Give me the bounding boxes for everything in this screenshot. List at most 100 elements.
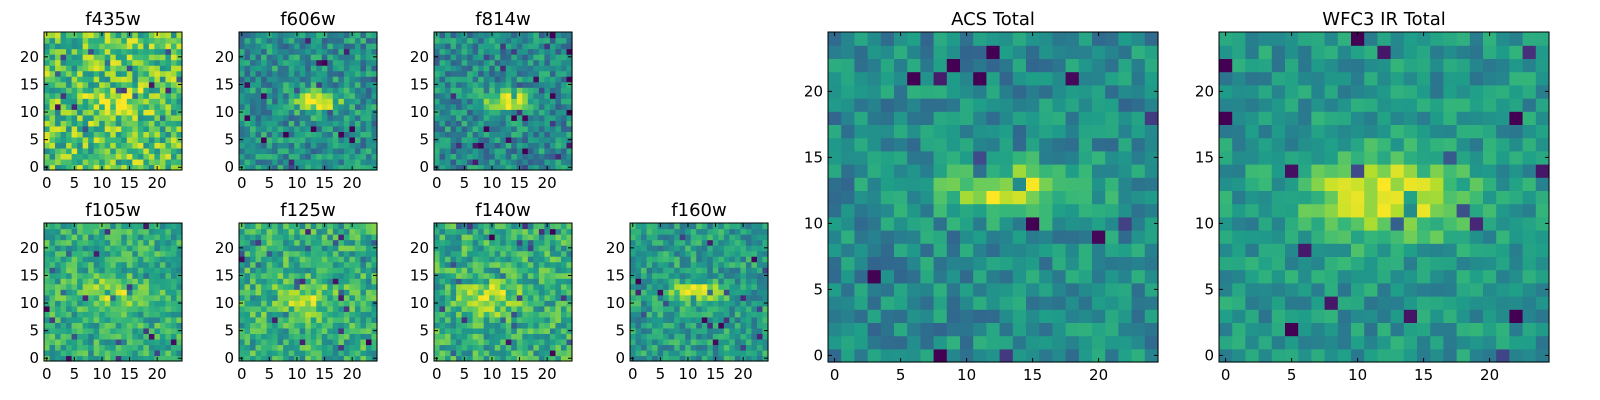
heatmap-cell xyxy=(544,256,551,263)
heatmap-cell xyxy=(82,81,89,88)
heatmap-cell xyxy=(718,267,725,274)
heatmap-cell xyxy=(255,256,262,263)
heatmap-cell xyxy=(360,228,367,235)
heatmap-cell xyxy=(549,272,557,279)
heatmap-cell xyxy=(255,109,262,116)
heatmap-cell xyxy=(894,256,908,271)
heatmap-cell xyxy=(555,109,562,116)
heatmap-cell xyxy=(82,54,89,61)
heatmap-cell xyxy=(272,228,279,235)
heatmap-cell xyxy=(1144,230,1159,244)
heatmap-cell xyxy=(60,76,67,83)
heatmap-cell xyxy=(461,87,468,94)
heatmap-cell xyxy=(283,234,290,241)
heatmap-cell xyxy=(544,37,551,44)
heatmap-cell xyxy=(467,261,474,268)
heatmap-cell xyxy=(505,70,512,77)
heatmap-cell xyxy=(641,250,648,257)
heatmap-cell xyxy=(148,289,155,296)
heatmap-cell xyxy=(343,98,350,105)
heatmap-cell xyxy=(126,120,133,127)
heatmap-cell xyxy=(663,289,670,296)
heatmap-cell xyxy=(250,261,257,268)
heatmap-cell xyxy=(933,203,948,218)
heatmap-cell xyxy=(338,147,345,155)
heatmap-cell xyxy=(143,120,150,127)
heatmap-cell xyxy=(49,338,56,346)
heatmap-cell xyxy=(126,267,133,274)
heatmap-cell xyxy=(1026,322,1040,337)
heatmap-cell xyxy=(99,65,106,72)
heatmap-cell xyxy=(450,131,457,138)
heatmap-cell xyxy=(159,109,167,116)
heatmap-cell xyxy=(489,147,496,155)
heatmap-cell xyxy=(450,32,457,39)
heatmap-cell xyxy=(154,43,161,50)
heatmap-cell xyxy=(272,48,279,55)
heatmap-cell xyxy=(365,103,373,110)
heatmap-cell xyxy=(343,250,350,257)
heatmap-cell xyxy=(646,256,653,263)
heatmap-cell xyxy=(77,114,84,121)
heatmap-cell xyxy=(456,59,463,66)
heatmap-cell xyxy=(310,223,317,230)
heatmap-cell xyxy=(560,261,568,268)
heatmap-cell xyxy=(467,81,474,88)
heatmap-cell xyxy=(516,114,523,121)
heatmap-cell xyxy=(121,294,128,301)
heatmap-cell xyxy=(305,228,312,235)
heatmap-cell xyxy=(49,37,56,44)
heatmap-cell xyxy=(445,147,452,155)
heatmap-cell xyxy=(82,344,89,351)
heatmap-cell xyxy=(630,311,637,318)
heatmap-cell xyxy=(707,338,714,346)
heatmap-cell xyxy=(338,125,345,132)
heatmap-cell xyxy=(148,338,155,346)
heatmap-cell xyxy=(66,131,73,138)
heatmap-cell xyxy=(60,322,67,329)
heatmap-cell xyxy=(701,333,708,340)
heatmap-cell xyxy=(272,355,279,362)
x-tick-label: 20 xyxy=(148,365,167,383)
heatmap-cell xyxy=(751,245,758,252)
heatmap-cell xyxy=(841,309,855,323)
heatmap-cell xyxy=(907,309,921,323)
heatmap-cell xyxy=(560,300,568,307)
heatmap-cell xyxy=(299,316,306,323)
heatmap-cell xyxy=(445,316,452,323)
heatmap-cell xyxy=(456,54,463,61)
heatmap-cell xyxy=(93,300,100,307)
heatmap-cell xyxy=(255,261,262,268)
heatmap-cell xyxy=(999,243,1014,257)
heatmap-cell xyxy=(299,300,306,307)
heatmap-cell xyxy=(115,322,122,329)
heatmap-cell xyxy=(1105,296,1119,310)
heatmap-cell xyxy=(354,153,362,160)
heatmap-cell xyxy=(239,234,246,241)
heatmap-cell xyxy=(316,305,323,312)
heatmap-cell xyxy=(652,294,659,301)
y-tick-label: 5 xyxy=(29,322,39,340)
heatmap-cell xyxy=(500,32,507,39)
heatmap-cell xyxy=(472,81,479,88)
heatmap-cell xyxy=(533,327,540,334)
heatmap-cell xyxy=(450,59,457,66)
heatmap-cell xyxy=(973,177,987,191)
heatmap-cell xyxy=(696,322,703,329)
heatmap-cell xyxy=(478,256,485,263)
heatmap-cell xyxy=(854,269,869,284)
heatmap-cell xyxy=(745,349,753,357)
heatmap-cell xyxy=(283,114,290,121)
heatmap-cell xyxy=(71,98,78,105)
heatmap-cell xyxy=(277,250,284,257)
heatmap-cell xyxy=(365,32,373,39)
heatmap-cell xyxy=(170,114,178,121)
heatmap-cell xyxy=(261,223,268,230)
heatmap-cell xyxy=(360,164,367,171)
heatmap-cell xyxy=(445,234,452,241)
heatmap-cell xyxy=(371,344,378,351)
heatmap-cell xyxy=(55,81,62,88)
heatmap-cell xyxy=(456,48,463,55)
heatmap-cell xyxy=(1039,348,1053,363)
heatmap-cell xyxy=(630,333,637,340)
